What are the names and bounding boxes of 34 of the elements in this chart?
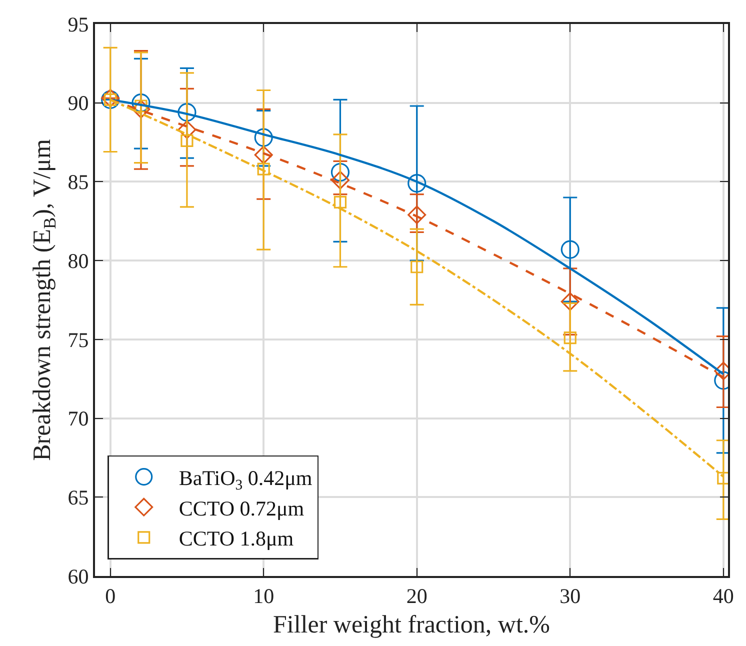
legend-label: BaTiO$_{3}$ 0.42μm	[178, 466, 312, 494]
point	[132, 94, 150, 112]
y-tick-label: 80	[68, 248, 89, 273]
y-tick-label: 90	[68, 91, 89, 116]
x-axis-title: Filler weight fraction, wt.%	[272, 612, 550, 639]
point	[408, 174, 426, 193]
y-tick-label: 65	[68, 485, 89, 510]
legend-label: CCTO 0.72μm	[178, 496, 304, 520]
legend-label: CCTO 1.8μm	[178, 526, 294, 551]
point	[560, 292, 580, 311]
x-tick-label: 0	[105, 584, 116, 608]
y-tick-label: 70	[68, 406, 89, 431]
point	[408, 206, 426, 224]
x-tick-label: 40	[712, 584, 734, 608]
point	[178, 120, 196, 139]
point	[257, 162, 270, 176]
point	[330, 170, 350, 190]
y-tick-label: 60	[68, 564, 89, 588]
y-tick-label: 95	[68, 12, 89, 36]
point	[132, 100, 150, 118]
point	[410, 260, 424, 274]
x-tick-label: 10	[253, 584, 274, 608]
point	[254, 128, 273, 147]
x-tick-label: 20	[406, 584, 428, 608]
x-tick-label: 30	[560, 584, 581, 608]
point	[180, 134, 194, 148]
point	[178, 103, 196, 122]
y-tick-label: 85	[68, 170, 89, 194]
point	[564, 332, 576, 344]
point	[560, 240, 580, 259]
point	[330, 162, 350, 182]
point	[334, 196, 347, 209]
point	[254, 146, 273, 164]
y-tick-label: 75	[68, 328, 89, 352]
